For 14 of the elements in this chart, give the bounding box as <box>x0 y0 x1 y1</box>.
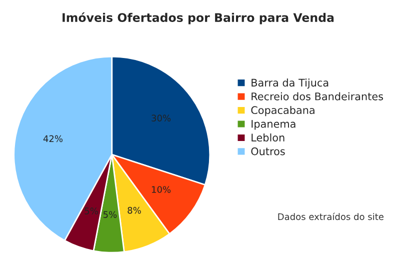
data-label: 10% <box>152 186 171 193</box>
chart-title: Imóveis Ofertados por Bairro para Venda <box>62 12 334 24</box>
legend-label: Barra da Tijuca <box>252 78 328 89</box>
text: Dados extraídos do site <box>278 212 384 220</box>
legend-label: Ipanema <box>252 120 296 130</box>
legend-label: Copacabana <box>251 106 314 116</box>
data-label: 8% <box>128 206 141 214</box>
legend-label: Recreio dos Bandeirantes <box>252 92 384 100</box>
data-label: 5% <box>84 208 98 214</box>
legend-label: Leblon <box>252 133 284 142</box>
data-label: 30% <box>152 114 171 122</box>
data-label: 42% <box>43 135 63 142</box>
legend-label: Outros <box>251 147 285 156</box>
data-label: 5% <box>103 211 117 218</box>
